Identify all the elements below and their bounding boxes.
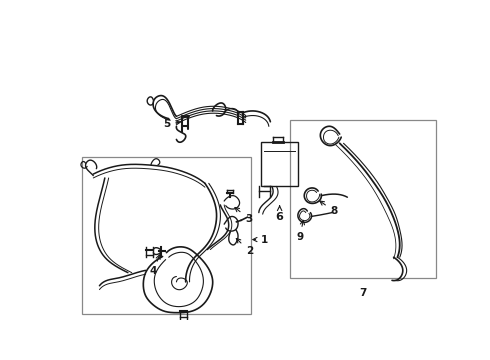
Text: 5: 5 (163, 119, 180, 129)
Text: 9: 9 (296, 220, 304, 242)
Text: 8: 8 (320, 201, 338, 216)
Text: 4: 4 (149, 255, 160, 276)
Bar (82, 157, 251, 314)
Text: 6: 6 (276, 206, 284, 222)
Text: 1: 1 (253, 235, 269, 244)
Bar (261, 142, 298, 186)
Text: 3: 3 (235, 207, 252, 224)
Bar (290, 120, 436, 278)
Text: 2: 2 (236, 238, 253, 256)
Text: 7: 7 (359, 288, 367, 298)
